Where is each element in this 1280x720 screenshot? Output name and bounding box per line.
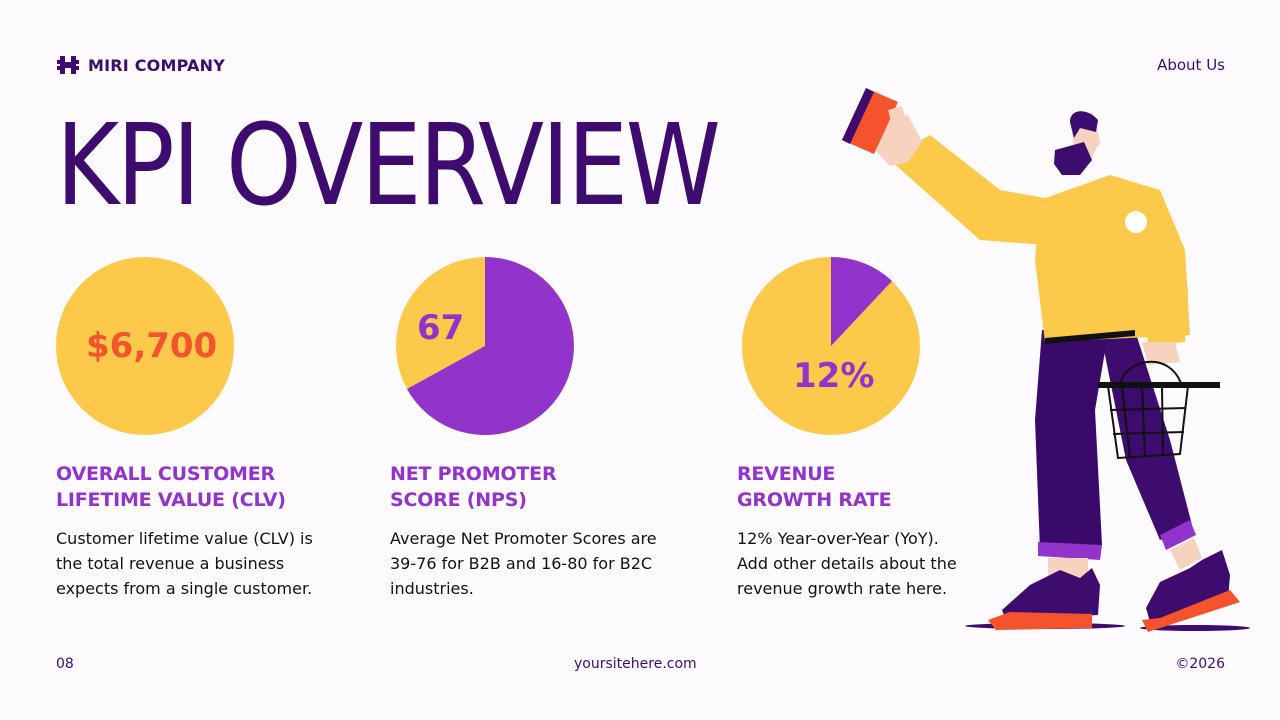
revenue-heading-line1: REVENUE (737, 463, 836, 485)
nps-heading-line1: NET PROMOTER (390, 463, 557, 485)
man-holding-card-and-basket-illustration (842, 88, 1250, 632)
nps-desc-line2: 39-76 for B2B and 16-80 for B2C (390, 554, 653, 573)
revenue-desc-line3: revenue growth rate here. (737, 579, 948, 598)
about-us-link[interactable]: About Us (1157, 56, 1225, 74)
nps-heading: NET PROMOTER SCORE (NPS) (390, 461, 557, 513)
nps-heading-line2: SCORE (NPS) (390, 489, 527, 511)
page-number: 08 (56, 656, 74, 672)
website-link[interactable]: yoursitehere.com (574, 656, 697, 672)
brand[interactable]: MIRI COMPANY (56, 54, 225, 76)
revenue-heading-line2: GROWTH RATE (737, 489, 892, 511)
nps-desc-line1: Average Net Promoter Scores are (390, 529, 657, 548)
clv-value: $6,700 (86, 326, 218, 366)
clv-desc-line2: the total revenue a business (56, 554, 285, 573)
revenue-growth-value: 12% (793, 356, 875, 396)
nps-description: Average Net Promoter Scores are 39-76 fo… (390, 526, 690, 601)
page-title: KPI OVERVIEW (56, 101, 721, 231)
clv-heading: OVERALL CUSTOMER LIFETIME VALUE (CLV) (56, 461, 286, 513)
revenue-growth-pie-chart: 12% (741, 256, 921, 436)
revenue-desc-line2: Add other details about the (737, 554, 957, 573)
revenue-desc-line1: 12% Year-over-Year (YoY). (737, 529, 939, 548)
clv-description: Customer lifetime value (CLV) is the tot… (56, 526, 356, 601)
nps-pie-chart: 67 (395, 256, 575, 436)
clv-pie-chart: $6,700 (55, 256, 235, 436)
brand-name: MIRI COMPANY (88, 55, 226, 75)
clv-heading-line2: LIFETIME VALUE (CLV) (56, 489, 286, 511)
clv-desc-line3: expects from a single customer. (56, 579, 313, 598)
clv-desc-line1: Customer lifetime value (CLV) is (56, 529, 313, 548)
copyright: ©2026 (1175, 656, 1225, 672)
revenue-growth-heading: REVENUE GROWTH RATE (737, 461, 892, 513)
nps-value: 67 (417, 308, 465, 348)
nps-desc-line3: industries. (390, 579, 474, 598)
clv-heading-line1: OVERALL CUSTOMER (56, 463, 275, 485)
revenue-growth-description: 12% Year-over-Year (YoY). Add other deta… (737, 526, 1037, 601)
hashtag-h-logo-icon (57, 56, 79, 74)
